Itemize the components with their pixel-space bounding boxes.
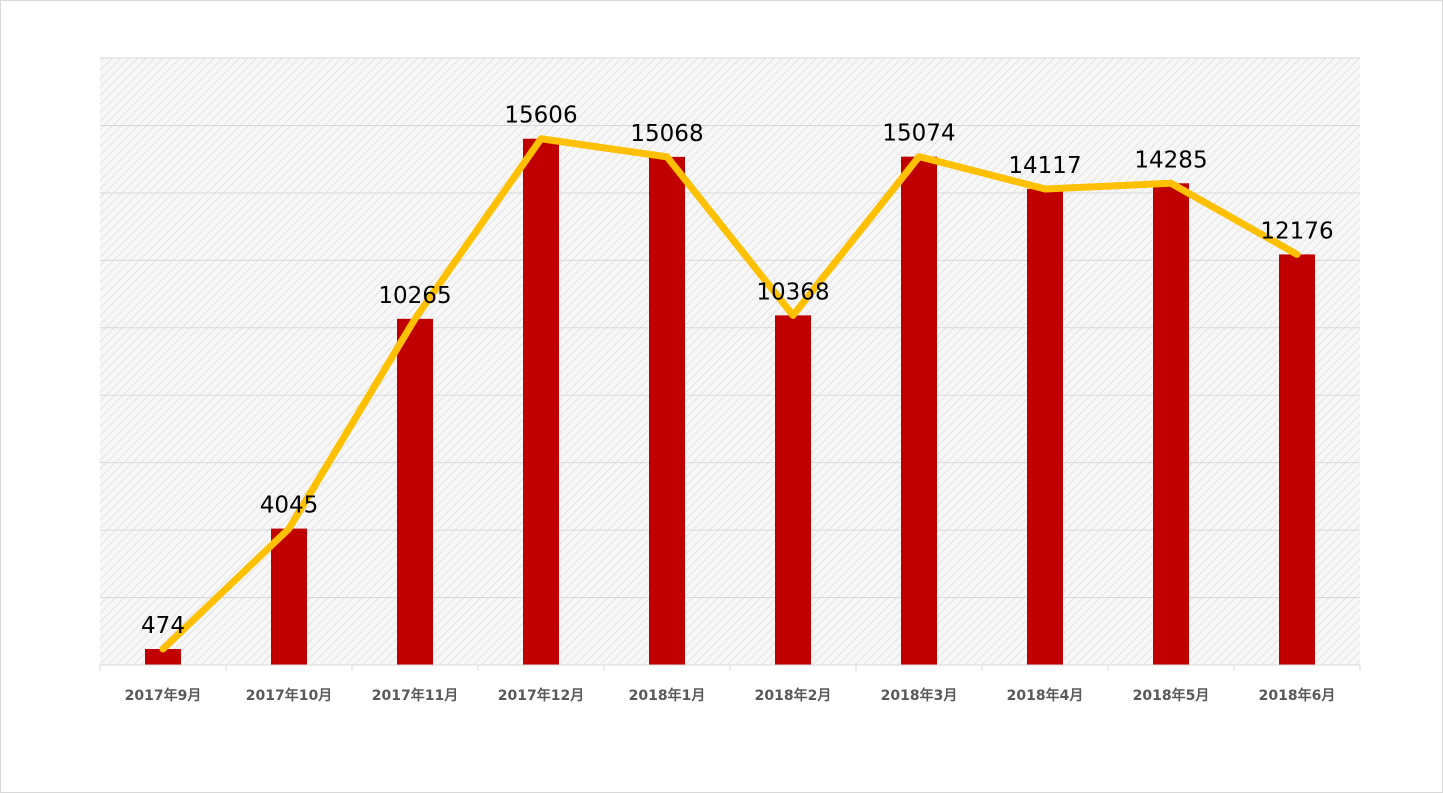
x-tick-label: 2017年9月 <box>125 687 202 704</box>
data-labels: 474 4045 10265 15606 15068 10368 15074 14117 142… <box>141 103 1334 639</box>
data-label: 12176 <box>1260 218 1333 244</box>
data-label: 4045 <box>260 493 319 519</box>
bar-series <box>145 138 1315 666</box>
x-tick-label: 2017年12月 <box>498 687 584 704</box>
data-label: 15068 <box>630 121 703 147</box>
x-tick-label: 2017年11月 <box>372 687 458 704</box>
x-tick-label: 2018年6月 <box>1259 687 1336 704</box>
x-tick-label: 2018年4月 <box>1007 687 1084 704</box>
bar <box>775 315 811 665</box>
bar <box>523 138 559 665</box>
x-tick-label: 2017年10月 <box>246 687 332 704</box>
plot-area <box>100 58 1360 665</box>
data-label: 14285 <box>1134 147 1207 173</box>
data-label: 10368 <box>756 279 829 305</box>
bar <box>1027 188 1063 665</box>
bar <box>649 156 685 666</box>
line-series <box>159 135 1301 653</box>
x-axis <box>99 664 1361 671</box>
x-tick-label: 2018年5月 <box>1133 687 1210 704</box>
data-label: 15606 <box>504 103 577 129</box>
x-tick-label: 2018年1月 <box>629 687 706 704</box>
plot-background <box>100 58 1360 665</box>
bar <box>1279 254 1315 665</box>
data-label: 10265 <box>378 283 451 309</box>
x-tick-label: 2018年3月 <box>881 687 958 704</box>
data-label: 14117 <box>1008 153 1081 179</box>
data-label: 15074 <box>882 121 955 147</box>
data-label: 474 <box>141 613 185 639</box>
bar <box>901 156 937 666</box>
gridlines <box>100 57 1360 599</box>
x-axis-labels: 2017年9月 2017年10月 2017年11月 2017年12月 2018年1月 20… <box>125 687 1336 704</box>
bar <box>397 318 433 665</box>
bar <box>1153 183 1189 665</box>
bar <box>271 528 307 665</box>
series-line <box>159 135 1301 653</box>
x-tick-label: 2018年2月 <box>755 687 832 704</box>
bar <box>145 649 181 665</box>
